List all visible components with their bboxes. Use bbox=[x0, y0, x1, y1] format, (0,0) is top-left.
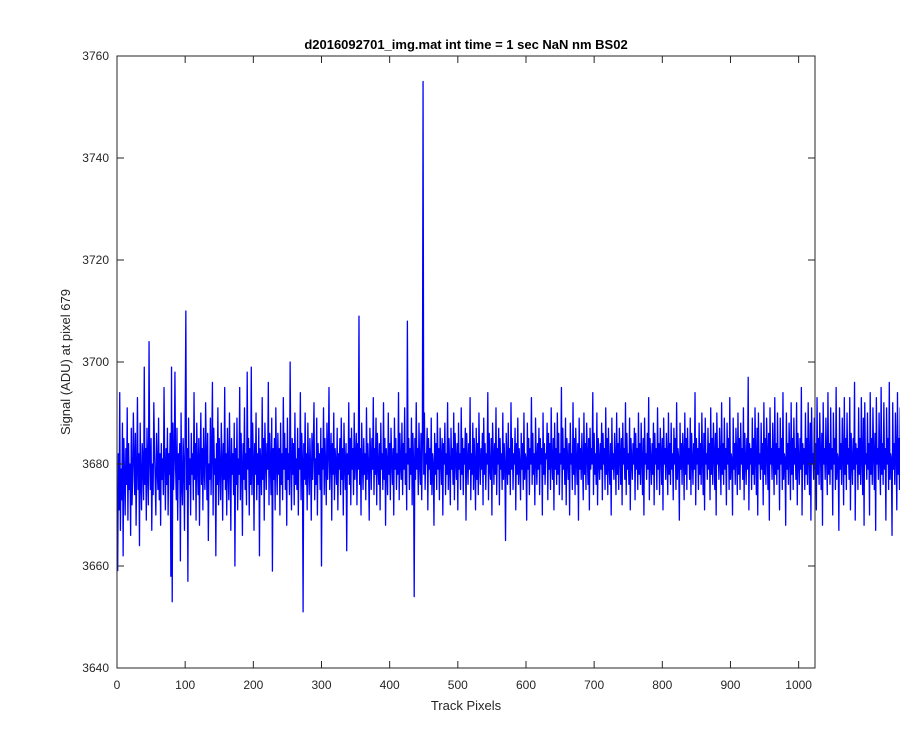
x-tick-label: 0 bbox=[114, 678, 121, 692]
y-tick-label: 3640 bbox=[82, 661, 109, 675]
x-tick-label: 100 bbox=[175, 678, 195, 692]
x-tick-label: 300 bbox=[311, 678, 331, 692]
x-tick-label: 800 bbox=[652, 678, 672, 692]
y-axis: 3640 3660 3680 3700 3720 3740 3760 bbox=[82, 49, 815, 675]
y-tick-label: 3680 bbox=[82, 457, 109, 471]
x-tick-label: 200 bbox=[243, 678, 263, 692]
y-axis-label: Signal (ADU) at pixel 679 bbox=[58, 289, 73, 435]
x-tick-label: 500 bbox=[448, 678, 468, 692]
x-tick-label: 400 bbox=[380, 678, 400, 692]
x-tick-label: 900 bbox=[720, 678, 740, 692]
data-layer bbox=[117, 80, 900, 613]
series-line-0 bbox=[117, 80, 900, 613]
y-tick-label: 3720 bbox=[82, 253, 109, 267]
x-tick-label: 1000 bbox=[785, 678, 812, 692]
chart-title: d2016092701_img.mat int time = 1 sec NaN… bbox=[304, 37, 627, 52]
x-tick-label: 600 bbox=[516, 678, 536, 692]
y-tick-label: 3740 bbox=[82, 151, 109, 165]
plot-background bbox=[117, 56, 815, 668]
x-axis: 0 100 200 300 400 500 600 700 800 900 1000 bbox=[114, 56, 812, 692]
y-tick-label: 3760 bbox=[82, 49, 109, 63]
x-axis-label: Track Pixels bbox=[431, 698, 502, 713]
y-tick-label: 3660 bbox=[82, 559, 109, 573]
y-tick-label: 3700 bbox=[82, 355, 109, 369]
x-tick-label: 700 bbox=[584, 678, 604, 692]
